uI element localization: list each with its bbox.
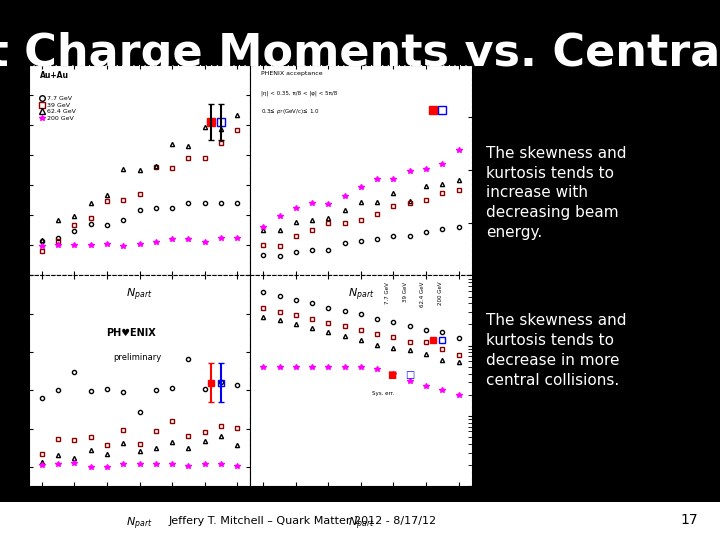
Y-axis label: Skewness (S): Skewness (S) [0, 348, 9, 413]
Text: The skewness and
kurtosis tends to
decrease in more
central collisions.: The skewness and kurtosis tends to decre… [486, 313, 626, 388]
Text: |η| < 0.35, π/8 < |φ| < 5π/8: |η| < 0.35, π/8 < |φ| < 5π/8 [261, 90, 338, 96]
Text: 200 GeV: 200 GeV [438, 282, 443, 305]
Text: preliminary: preliminary [113, 353, 161, 362]
Legend: 7.7 GeV, 39 GeV, 62.4 GeV, 200 GeV: 7.7 GeV, 39 GeV, 62.4 GeV, 200 GeV [36, 93, 78, 124]
Text: Net Charge Moments vs. Centrality: Net Charge Moments vs. Centrality [0, 32, 720, 76]
Text: 0.3≤ $p_T$(GeV/c)≤ 1.0: 0.3≤ $p_T$(GeV/c)≤ 1.0 [261, 107, 320, 116]
Text: 39 GeV: 39 GeV [402, 282, 408, 302]
Text: $N_{part}$: $N_{part}$ [126, 286, 153, 302]
Text: 17: 17 [681, 512, 698, 526]
Text: $N_{part}$: $N_{part}$ [126, 516, 153, 532]
Text: Jeffery T. Mitchell – Quark Matter 2012 - 8/17/12: Jeffery T. Mitchell – Quark Matter 2012 … [168, 516, 436, 526]
Text: Sys. err.: Sys. err. [372, 391, 394, 396]
Y-axis label: Kurtosis (κ): Kurtosis (κ) [498, 353, 508, 408]
Text: 7.7 GeV: 7.7 GeV [385, 282, 390, 303]
Text: □: □ [405, 370, 415, 380]
Text: Au+Au: Au+Au [40, 71, 69, 80]
Y-axis label: Standard Deviation (σ): Standard Deviation (σ) [484, 114, 494, 226]
Text: $N_{part}$: $N_{part}$ [348, 516, 374, 532]
Text: The skewness and
kurtosis tends to
increase with
decreasing beam
energy.: The skewness and kurtosis tends to incre… [486, 146, 626, 240]
Y-axis label: Mean (⟨N⟩): Mean (⟨N⟩) [0, 144, 9, 196]
Text: ■: ■ [387, 370, 397, 380]
Text: PHENIX acceptance: PHENIX acceptance [261, 71, 323, 76]
Text: 62.4 GeV: 62.4 GeV [420, 282, 426, 307]
Text: PH♥ENIX: PH♥ENIX [107, 328, 156, 338]
Text: $N_{part}$: $N_{part}$ [348, 286, 374, 302]
